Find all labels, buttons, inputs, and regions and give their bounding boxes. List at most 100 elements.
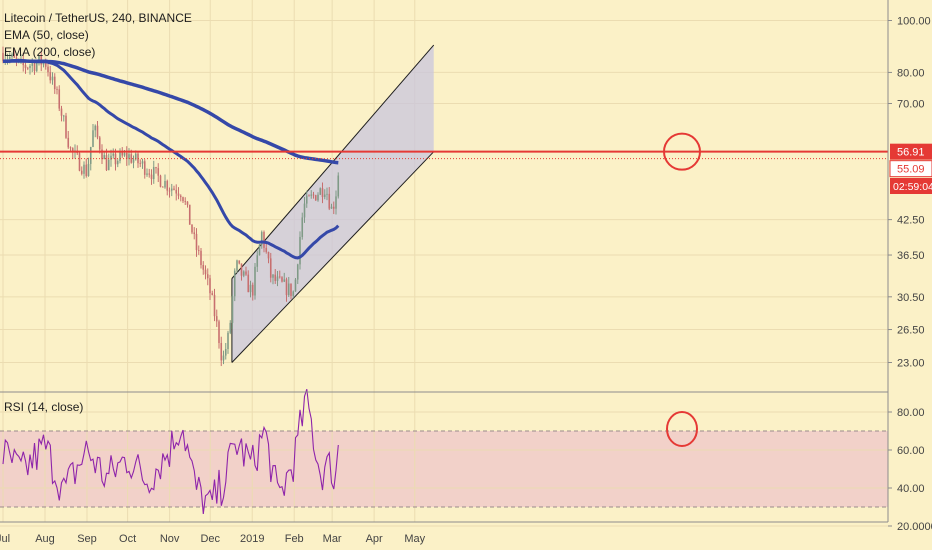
- candle-body: [195, 233, 198, 251]
- price-tick-label: 30.50: [897, 292, 925, 304]
- candle-body: [11, 54, 13, 58]
- candle-body: [98, 137, 101, 150]
- candle-body: [330, 206, 333, 209]
- rsi-tick-label: 60.00: [897, 445, 925, 457]
- candle-body: [272, 274, 274, 278]
- rsi-title[interactable]: RSI (14, close): [4, 400, 84, 414]
- price-tick-label: 80.00: [897, 67, 925, 79]
- time-tick-label: Aug: [35, 533, 55, 545]
- candle-body: [296, 264, 299, 280]
- candle-body: [175, 189, 178, 194]
- candle-body: [110, 155, 112, 160]
- candle-body: [141, 161, 144, 164]
- candle-body: [186, 201, 189, 205]
- candle-body: [265, 247, 268, 252]
- candle-body: [260, 232, 263, 245]
- candle-body: [152, 167, 155, 180]
- candle-body: [258, 244, 261, 256]
- candle-body: [24, 65, 27, 68]
- candle-body: [89, 146, 92, 164]
- rsi-band-fill: [0, 431, 888, 507]
- candle-body: [130, 154, 133, 163]
- candle-body: [182, 197, 184, 202]
- candle-body: [65, 115, 67, 138]
- candle-body: [335, 196, 337, 209]
- candle-body: [213, 294, 216, 317]
- channel-lower-line: [231, 151, 435, 363]
- candle-body: [200, 250, 202, 266]
- candle-body: [71, 148, 74, 153]
- resistance-price-tag: [890, 143, 932, 160]
- candle-body: [101, 149, 103, 160]
- countdown-label: 02:59:04: [893, 181, 932, 193]
- candle-body: [326, 193, 328, 195]
- candle-body: [314, 195, 317, 201]
- candle-body: [312, 194, 315, 196]
- candle-body: [103, 155, 106, 160]
- candle-body: [281, 277, 283, 282]
- time-tick-label: 2019: [240, 533, 264, 545]
- candle-body: [269, 258, 272, 278]
- candle-body: [119, 152, 121, 161]
- candle-body: [310, 194, 313, 196]
- candle-body: [249, 284, 252, 293]
- candle-body: [164, 181, 166, 188]
- candle-body: [114, 153, 117, 165]
- candle-body: [220, 343, 223, 361]
- candle-body: [47, 66, 49, 73]
- candle-body: [202, 265, 205, 270]
- time-tick-label: Oct: [119, 533, 136, 545]
- candle-body: [317, 194, 319, 201]
- candle-body: [139, 163, 142, 165]
- candle-body: [155, 167, 157, 169]
- candle-body: [276, 276, 279, 281]
- ema-200-legend[interactable]: EMA (200, close): [4, 45, 96, 59]
- price-tick-label: 100.00: [897, 16, 931, 28]
- time-tick-label: Sep: [77, 533, 97, 545]
- candle-body: [31, 63, 34, 66]
- candle-body: [96, 125, 99, 138]
- last-price-label: 55.09: [897, 164, 925, 176]
- candle-body: [15, 57, 18, 60]
- candle-body: [231, 296, 234, 323]
- countdown-tag: [890, 178, 932, 194]
- candle-body: [2, 52, 4, 62]
- candle-body: [69, 147, 72, 149]
- rsi-tick-label: 40.00: [897, 483, 925, 495]
- rsi-tick-label: 80.00: [897, 407, 925, 419]
- candle-body: [161, 186, 164, 188]
- candle-body: [116, 160, 119, 165]
- candle-body: [242, 271, 245, 276]
- candle-body: [305, 195, 308, 204]
- candle-body: [292, 291, 295, 296]
- candle-body: [247, 274, 250, 293]
- candle-body: [278, 276, 281, 278]
- candle-body: [301, 217, 304, 237]
- candle-body: [29, 65, 31, 69]
- candle-body: [33, 63, 36, 71]
- candle-body: [87, 163, 90, 176]
- candle-body: [188, 204, 191, 225]
- candle-body: [193, 232, 196, 234]
- candle-body: [274, 274, 277, 281]
- price-tick-label: 70.00: [897, 98, 925, 110]
- candle-body: [218, 321, 220, 344]
- candle-body: [112, 153, 115, 156]
- candle-body: [256, 255, 259, 267]
- price-tick-label: 23.00: [897, 358, 925, 370]
- last-price-tag: [889, 160, 932, 178]
- candle-body: [204, 269, 207, 275]
- candle-body: [166, 181, 169, 191]
- candle-body: [184, 201, 187, 202]
- ema-50-legend[interactable]: EMA (50, close): [4, 28, 89, 42]
- time-tick-label: Nov: [160, 533, 180, 545]
- time-tick-label: Feb: [285, 533, 304, 545]
- candle-body: [148, 173, 151, 175]
- candle-body: [157, 168, 160, 176]
- time-tick-label: Dec: [200, 533, 220, 545]
- candle-body: [132, 159, 135, 163]
- candle-body: [287, 283, 290, 296]
- candle-body: [227, 332, 229, 350]
- ema-50-line: [2, 58, 340, 260]
